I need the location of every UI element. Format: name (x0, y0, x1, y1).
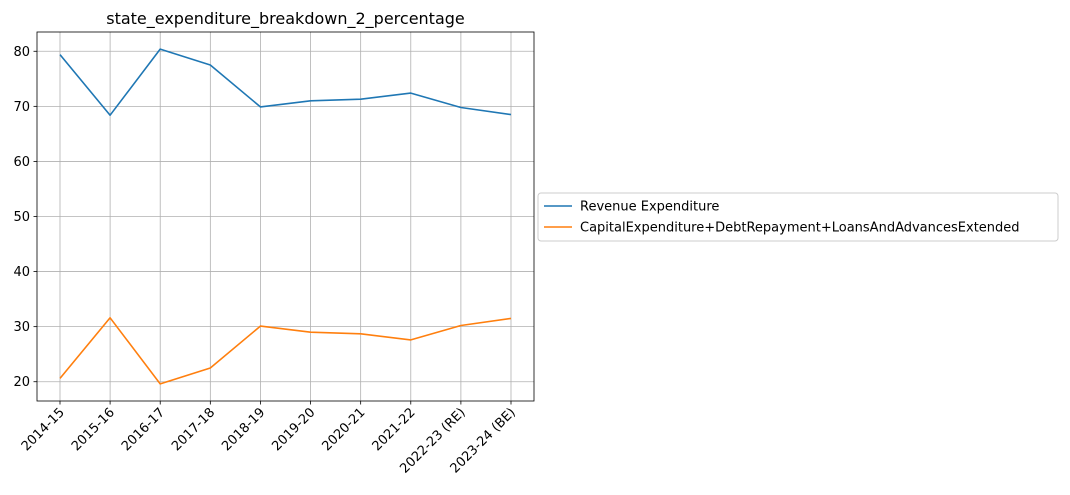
y-tick-label: 70 (13, 100, 30, 115)
x-tick-label: 2018-19 (219, 405, 268, 454)
legend-label: CapitalExpenditure+DebtRepayment+LoansAn… (580, 221, 1020, 236)
y-tick-label: 40 (13, 265, 30, 280)
x-tick-label: 2017-18 (169, 405, 218, 454)
x-tick-label: 2016-17 (119, 405, 168, 454)
y-tick-label: 80 (13, 45, 30, 60)
y-tick-label: 50 (13, 210, 30, 225)
x-axis: 2014-15 2015-16 2016-17 2017-18 2018-19 2019-… (19, 401, 519, 477)
x-tick-label: 2014-15 (19, 405, 68, 454)
legend-label: Revenue Expenditure (580, 200, 719, 215)
x-tick-label: 2020-21 (319, 405, 368, 454)
y-axis: 20 30 40 50 60 70 80 (13, 45, 37, 390)
chart-title: state_expenditure_breakdown_2_percentage (106, 9, 465, 29)
x-tick-label: 2021-22 (370, 405, 419, 454)
x-tick-label: 2019-20 (269, 405, 318, 454)
y-tick-label: 60 (13, 155, 30, 170)
y-tick-label: 20 (13, 375, 30, 390)
x-tick-label: 2015-16 (69, 405, 118, 454)
y-tick-label: 30 (13, 320, 30, 335)
series-line-1 (59, 316, 512, 385)
legend: Revenue Expenditure CapitalExpenditure+De… (537, 192, 1059, 242)
plot-frame (36, 31, 535, 402)
grid (37, 32, 534, 401)
series-line-0 (59, 48, 512, 116)
legend-box (537, 192, 1059, 242)
series-lines (59, 48, 512, 385)
